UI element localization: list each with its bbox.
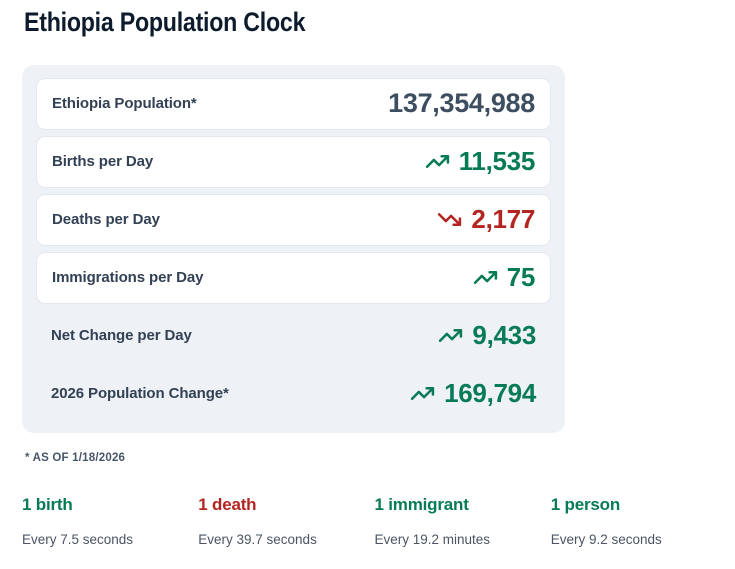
row-label: Births per Day [52, 153, 154, 171]
row-value: 137,354,988 [388, 88, 535, 119]
row-value-number: 2,177 [471, 204, 535, 235]
frequency-stat-label: 1 death [198, 494, 257, 514]
clock-row: 2026 Population Change* 169,794 [36, 368, 551, 420]
clock-row: Net Change per Day 9,433 [36, 310, 551, 362]
frequency-stat-detail: Every 9.2 seconds [550, 531, 662, 547]
row-label: Net Change per Day [51, 327, 192, 345]
row-value: 9,433 [438, 320, 536, 351]
trend-up-icon [410, 381, 435, 406]
frequency-stat-label: 1 immigrant [374, 494, 469, 514]
row-value: 169,794 [410, 378, 536, 409]
frequency-stat-detail: Every 7.5 seconds [22, 531, 134, 547]
row-value: 11,535 [425, 146, 535, 177]
row-value: 2,177 [437, 204, 535, 235]
as-of-footnote: * AS OF 1/18/2026 [25, 451, 126, 464]
clock-row: Ethiopia Population* 137,354,988 [36, 77, 551, 130]
frequency-stat-label: 1 person [550, 494, 621, 514]
row-label: Deaths per Day [52, 211, 160, 229]
trend-up-icon [438, 323, 463, 348]
frequency-stat: 1 person Every 9.2 seconds [551, 495, 727, 547]
row-label: 2026 Population Change* [51, 385, 229, 403]
row-value-number: 137,354,988 [388, 88, 535, 119]
row-value: 75 [473, 262, 535, 293]
row-value-number: 11,535 [458, 146, 536, 177]
frequency-stat-label: 1 birth [22, 494, 73, 514]
row-value-number: 75 [506, 262, 536, 293]
row-value-number: 169,794 [444, 378, 536, 409]
population-clock-panel: Ethiopia Population* 137,354,988 Births … [22, 64, 565, 433]
frequency-stat: 1 birth Every 7.5 seconds [22, 495, 198, 547]
trend-down-icon [437, 207, 462, 232]
row-label: Immigrations per Day [52, 269, 204, 287]
frequency-stat: 1 death Every 39.7 seconds [198, 495, 374, 547]
clock-row: Immigrations per Day 75 [36, 251, 551, 304]
row-label: Ethiopia Population* [52, 95, 197, 113]
population-clock-page: Ethiopia Population Clock Ethiopia Popul… [22, 7, 727, 547]
trend-up-icon [425, 149, 450, 174]
trend-up-icon [473, 265, 498, 290]
clock-row: Births per Day 11,535 [36, 135, 551, 188]
clock-row: Deaths per Day 2,177 [36, 193, 551, 246]
frequency-stat-detail: Every 19.2 minutes [374, 531, 491, 547]
frequency-stat: 1 immigrant Every 19.2 minutes [375, 495, 551, 547]
page-title: Ethiopia Population Clock [24, 7, 306, 37]
row-value-number: 9,433 [472, 320, 536, 351]
frequency-stat-detail: Every 39.7 seconds [198, 531, 317, 547]
frequency-stats: 1 birth Every 7.5 seconds 1 death Every … [22, 495, 727, 547]
